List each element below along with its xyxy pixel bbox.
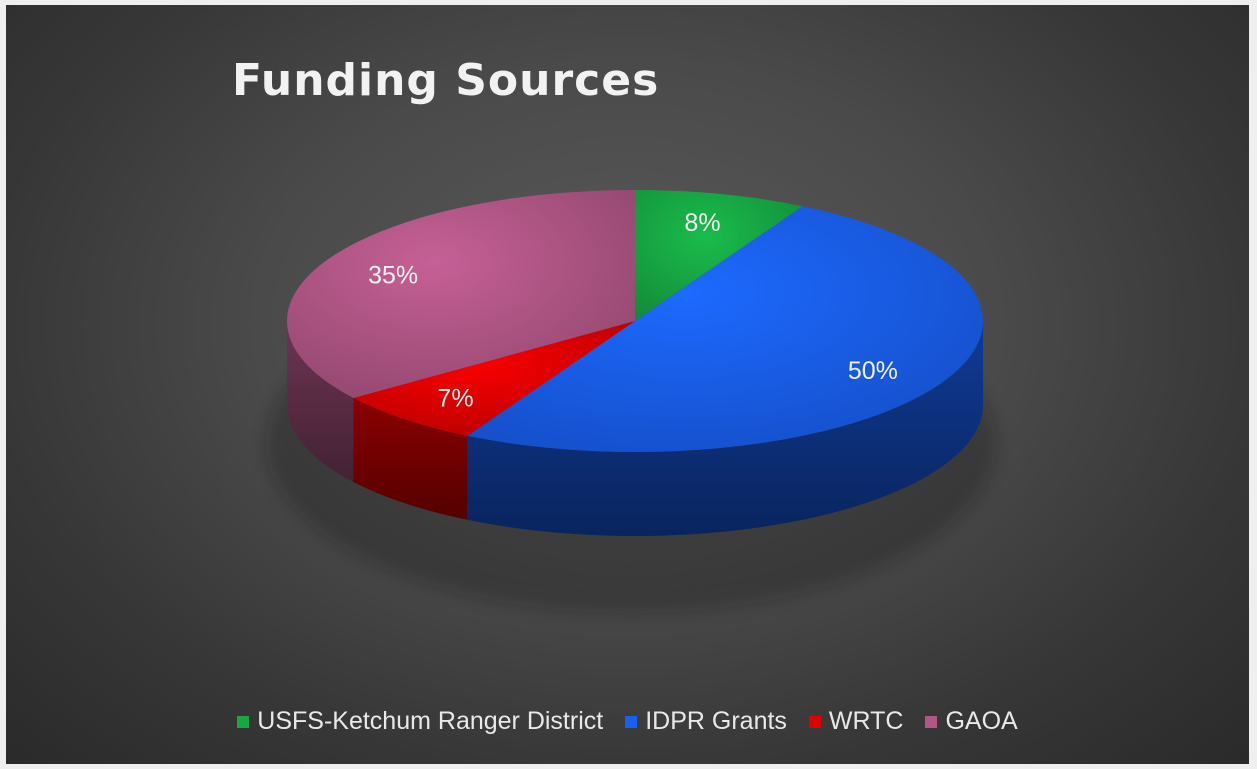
legend-swatch — [625, 715, 638, 728]
legend-label: WRTC — [828, 707, 904, 735]
chart-panel: Funding Sources 8% 50% 7% 35% USFS-Ketchum … — [6, 5, 1249, 764]
legend-item-idpr-grants: IDPR Grants — [625, 707, 787, 736]
data-labels: 8% 50% 7% 35% — [368, 209, 898, 413]
legend-label: GAOA — [945, 707, 1018, 735]
pie-slice-gaoa — [287, 190, 635, 398]
pie-side-gaoa — [287, 321, 354, 482]
pie-side-idpr-grants — [467, 321, 983, 536]
legend-item-wrtc: WRTC — [808, 707, 904, 736]
chart-title: Funding Sources — [232, 55, 660, 106]
pie-sides — [287, 321, 983, 536]
legend-label: IDPR Grants — [645, 707, 787, 735]
legend-item-gaoa: GAOA — [925, 707, 1018, 736]
legend-label: USFS-Ketchum Ranger District — [257, 707, 604, 735]
legend-swatch — [925, 715, 938, 728]
pie-side-wrtc — [353, 397, 468, 520]
data-label-usfs-ketchum-ranger-district: 8% — [684, 209, 720, 237]
legend-swatch — [808, 715, 821, 728]
pie-top — [287, 190, 983, 452]
pie-chart: 8% 50% 7% 35% — [266, 190, 996, 613]
legend-swatch — [237, 715, 250, 728]
legend-item-usfs-ketchum-ranger-district: USFS-Ketchum Ranger District — [237, 707, 603, 736]
pie-slice-usfs-ketchum-ranger-district — [635, 190, 803, 321]
pie-slice-wrtc — [353, 321, 635, 436]
data-label-wrtc: 7% — [437, 385, 473, 413]
pie-slice-idpr-grants — [467, 206, 983, 452]
data-label-idpr-grants: 50% — [848, 357, 898, 385]
data-label-gaoa: 35% — [368, 262, 418, 290]
legend: USFS-Ketchum Ranger District IDPR Grants W… — [6, 707, 1249, 736]
